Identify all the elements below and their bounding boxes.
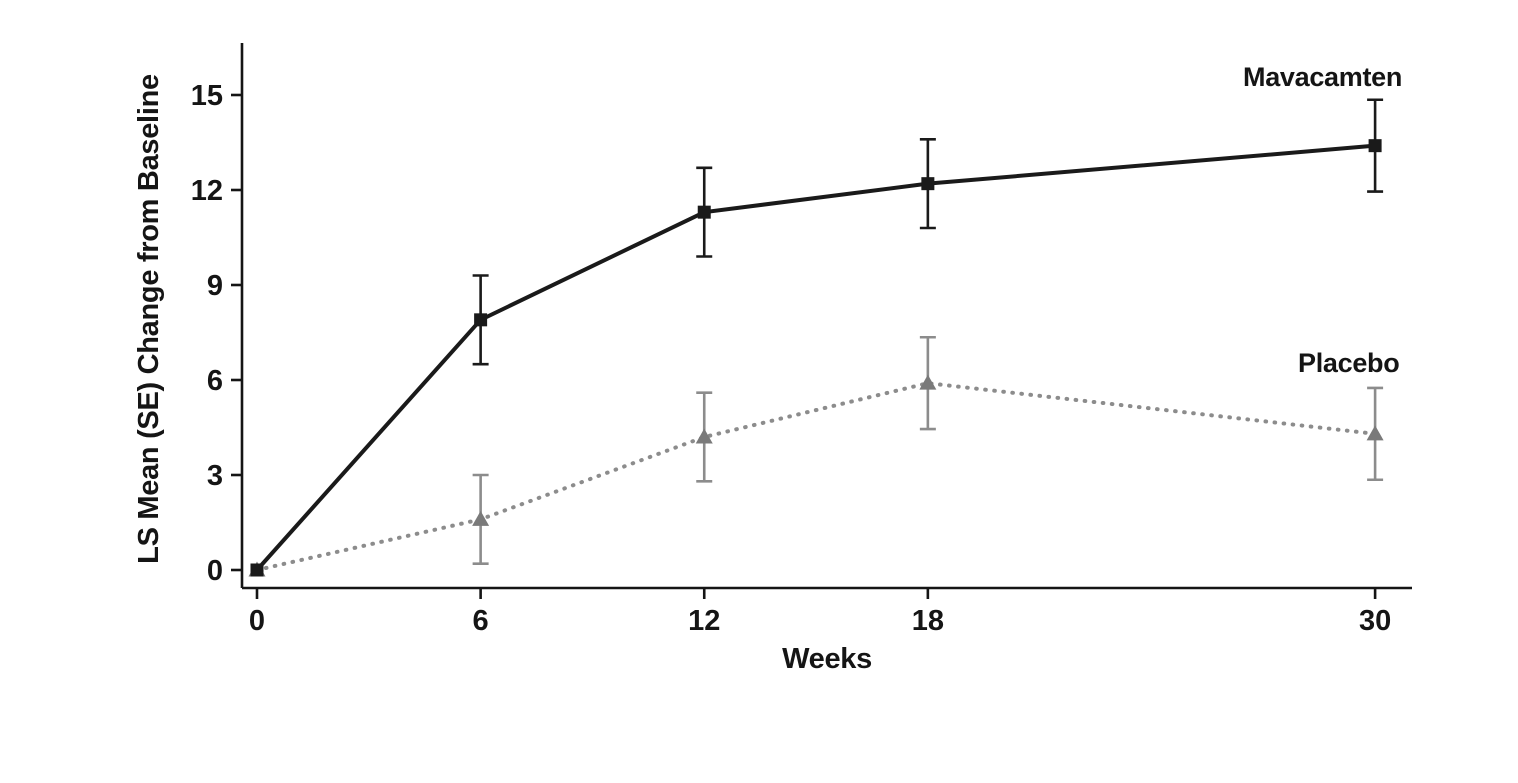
y-tick-label: 0 — [207, 555, 223, 587]
y-tick-label: 12 — [191, 175, 223, 207]
y-axis-title: LS Mean (SE) Change from Baseline — [133, 74, 165, 564]
square-marker — [250, 563, 264, 577]
y-tick-label: 3 — [207, 460, 223, 492]
series-line — [255, 381, 1378, 572]
series-line — [255, 143, 1376, 572]
square-marker — [921, 177, 935, 191]
x-axis-title: Weeks — [782, 643, 872, 675]
x-tick-label: 0 — [249, 605, 265, 637]
x-tick-label: 18 — [912, 605, 944, 637]
series-mavacamten — [250, 98, 1384, 577]
triangle-marker — [919, 374, 937, 390]
square-marker — [1368, 139, 1382, 153]
y-tick-label: 15 — [191, 80, 223, 112]
series-placebo — [248, 335, 1384, 577]
triangle-marker — [695, 428, 713, 444]
square-marker — [474, 313, 488, 327]
series-label-placebo: Placebo — [1298, 348, 1400, 378]
y-tick-label: 9 — [207, 270, 223, 302]
y-tick-label: 6 — [207, 365, 223, 397]
x-tick-label: 6 — [473, 605, 489, 637]
x-tick-label: 30 — [1359, 605, 1391, 637]
square-marker — [697, 205, 711, 219]
triangle-marker — [472, 510, 490, 526]
series-label-mavacamten: Mavacamten — [1243, 62, 1403, 92]
triangle-marker — [1366, 425, 1384, 441]
x-tick-label: 12 — [688, 605, 720, 637]
